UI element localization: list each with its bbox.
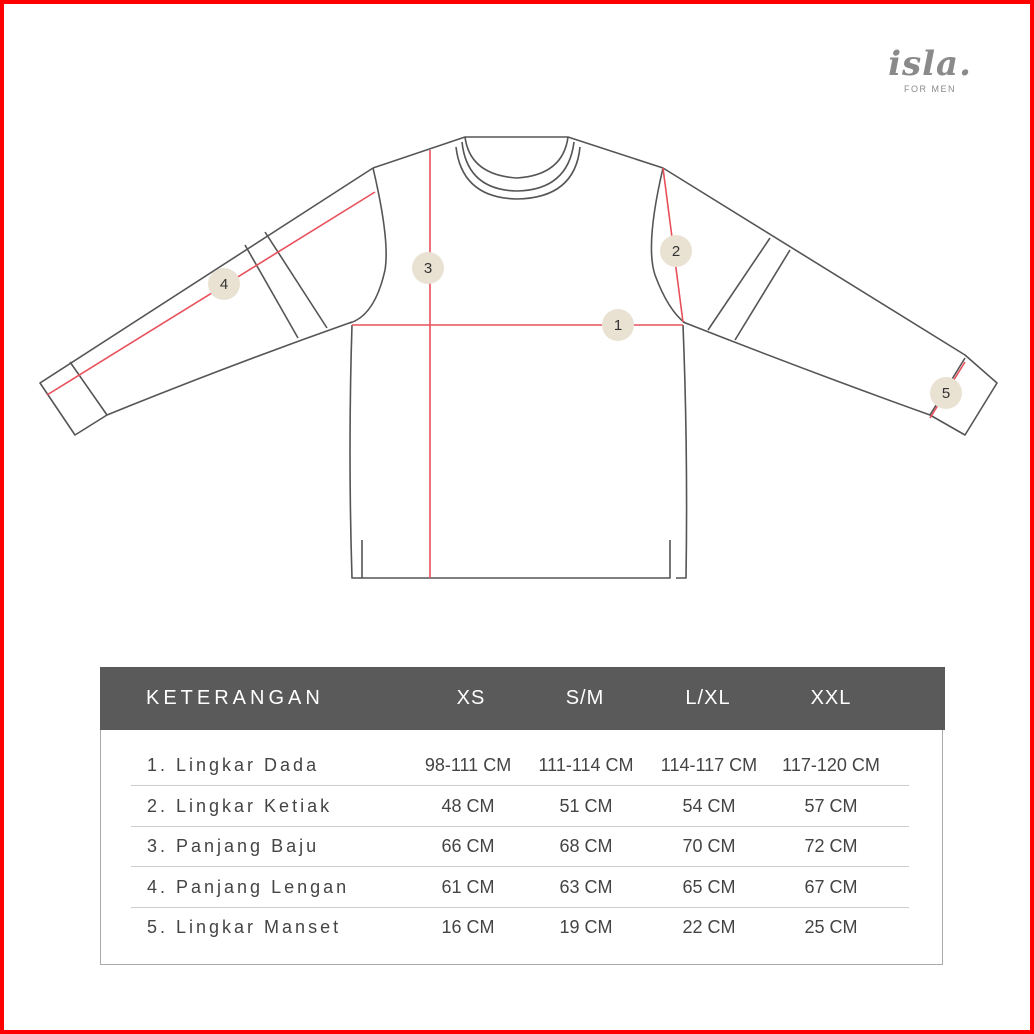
row-label: 1. Lingkar Dada — [147, 755, 320, 775]
svg-text:2: 2 — [672, 243, 680, 260]
size-value-cell: 48 CM — [441, 795, 495, 816]
marker-3: 3 — [412, 252, 444, 284]
table-row: 5. Lingkar Manset 16 CM 19 CM 22 CM 25 CM — [131, 907, 909, 947]
row-label: 4. Panjang Lengan — [147, 876, 350, 897]
size-value-cell: 72 CM — [804, 836, 858, 856]
row-label: 3. Panjang Baju — [147, 836, 320, 856]
size-value-cell: 70 CM — [682, 836, 736, 856]
sweater-diagram: 1 2 3 4 5 — [39, 136, 998, 579]
logo-wordmark: isla. — [888, 44, 972, 84]
size-value-cell: 16 CM — [441, 917, 495, 937]
marker-2: 2 — [660, 235, 692, 267]
size-value-cell: 66 CM — [441, 836, 495, 856]
svg-text:4: 4 — [220, 276, 228, 293]
size-value-cell: 63 CM — [559, 876, 613, 897]
measurement-lines — [46, 150, 966, 578]
size-value-cell: 98-111 CM — [424, 755, 512, 775]
header-size-lxl: L/XL — [685, 687, 731, 709]
size-value-cell: 51 CM — [559, 795, 613, 816]
size-value-cell: 22 CM — [682, 917, 736, 937]
table-row: 4. Panjang Lengan 61 CM 63 CM 65 CM 67 CM — [131, 867, 909, 908]
svg-text:3: 3 — [424, 260, 432, 277]
brand-logo: isla. FOR MEN — [880, 46, 980, 94]
header-size-xxl: XXL — [810, 687, 852, 709]
size-value-cell: 57 CM — [804, 795, 858, 816]
header-size-xs: XS — [456, 687, 486, 709]
marker-4: 4 — [208, 268, 240, 300]
header-size-sm: S/M — [565, 687, 605, 709]
svg-text:5: 5 — [942, 385, 950, 402]
marker-1: 1 — [602, 309, 634, 341]
row-label: 5. Lingkar Manset — [147, 917, 342, 937]
size-value-cell: 54 CM — [682, 795, 736, 816]
row-label: 2. Lingkar Ketiak — [147, 795, 333, 816]
header-keterangan: KETERANGAN — [146, 687, 324, 709]
measure-line-sleeve — [46, 191, 376, 396]
size-value-cell: 25 CM — [804, 917, 858, 937]
size-value-cell: 117-120 CM — [782, 755, 880, 775]
table-row: 1. Lingkar Dada 98-111 CM 111-114 CM 114-11… — [131, 745, 909, 786]
table-row: 3. Panjang Baju 66 CM 68 CM 70 CM 72 CM — [131, 826, 909, 867]
size-table: KETERANGAN XS S/M L/XL XXL 1. Lingkar Da… — [100, 667, 945, 965]
size-value-cell: 67 CM — [804, 876, 858, 897]
table-row: 2. Lingkar Ketiak 48 CM 51 CM 54 CM 57 CM — [131, 786, 909, 827]
marker-5: 5 — [930, 377, 962, 409]
size-value-cell: 19 CM — [559, 917, 613, 937]
svg-text:1: 1 — [614, 317, 622, 334]
size-value-cell: 114-117 CM — [660, 755, 758, 775]
logo-tagline: FOR MEN — [904, 84, 956, 94]
size-value-cell: 61 CM — [441, 876, 495, 897]
size-value-cell: 65 CM — [682, 876, 736, 897]
size-value-cell: 68 CM — [559, 836, 613, 856]
table-header: KETERANGAN XS S/M L/XL XXL — [100, 667, 945, 730]
size-value-cell: 111-114 CM — [538, 755, 634, 775]
sweater-outline — [39, 136, 998, 579]
